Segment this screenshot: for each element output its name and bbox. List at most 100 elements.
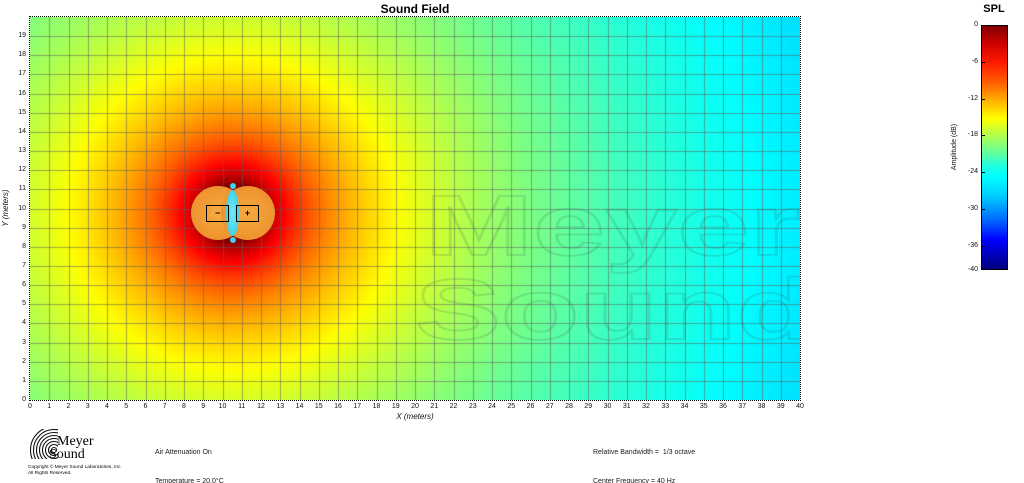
- x-tick-label: 23: [468, 403, 477, 410]
- y-tick-label: 7: [22, 261, 26, 269]
- x-tick-label: 2: [66, 403, 71, 410]
- y-tick-label: 12: [18, 166, 26, 174]
- sound-field-plot: Meyer Sound − +: [30, 17, 800, 400]
- colorbar-tick-label: -40: [967, 266, 978, 273]
- x-tick-label: 19: [391, 403, 400, 410]
- colorbar-tick-label: 0: [974, 21, 978, 28]
- center-frequency-text: Center Frequency = 40 Hz: [593, 477, 676, 483]
- y-tick-label: 8: [22, 242, 26, 250]
- y-tick-label: 17: [18, 70, 26, 78]
- plot-title: Sound Field: [380, 2, 450, 16]
- logo-wordmark-meyer: Meyer: [57, 434, 94, 449]
- meyer-sound-watermark: Meyer Sound: [414, 177, 800, 359]
- cardioid-null-lens: [226, 190, 240, 237]
- y-tick-label: 4: [22, 319, 26, 327]
- x-tick-label: 33: [661, 403, 670, 410]
- x-tick-label: 7: [162, 403, 167, 410]
- x-tick-label: 20: [411, 403, 419, 410]
- y-tick-label: 6: [22, 281, 26, 289]
- colorbar-tick-mark: [981, 25, 985, 26]
- x-tick-label: 25: [507, 403, 516, 410]
- y-tick-label: 10: [18, 204, 26, 212]
- environment-annotations: Air Attenuation On Temperature = 20.0°C …: [155, 429, 239, 483]
- y-tick-label: 16: [18, 89, 26, 97]
- x-tick-label: 11: [238, 403, 246, 410]
- x-tick-label: 4: [105, 403, 109, 410]
- air-attenuation-text: Air Attenuation On: [155, 449, 212, 457]
- x-tick-label: 14: [295, 403, 304, 410]
- x-tick-label: 37: [738, 403, 747, 410]
- x-tick-label: 13: [276, 403, 285, 410]
- colorbar-tick-mark: [981, 172, 985, 173]
- y-tick-label: 1: [22, 376, 26, 384]
- x-tick-label: 0: [28, 403, 32, 410]
- x-tick-label: 28: [565, 403, 573, 410]
- colorbar-tick-mark: [981, 135, 985, 136]
- watermark-line2: Sound: [415, 262, 800, 358]
- colorbar-title: SPL: [983, 3, 1005, 15]
- x-tick-label: 10: [218, 403, 227, 410]
- x-tick-label: 32: [642, 403, 650, 410]
- x-tick-label: 6: [143, 403, 148, 410]
- x-axis-title: X (meters): [396, 412, 434, 421]
- y-tick-label: 2: [22, 357, 26, 365]
- x-tick-label: 36: [719, 403, 727, 410]
- colorbar-tick-mark: [981, 269, 985, 270]
- x-tick-label: 35: [699, 403, 708, 410]
- x-tick-label: 29: [584, 403, 593, 410]
- x-tick-label: 16: [334, 403, 342, 410]
- null-dot-bottom: [229, 237, 236, 244]
- x-tick-label: 21: [430, 403, 439, 410]
- colorbar-tick-mark: [981, 62, 985, 63]
- x-tick-label: 22: [449, 403, 458, 410]
- y-axis-title: Y (meters): [1, 189, 10, 227]
- spl-heatmap-canvas: [30, 17, 800, 400]
- temperature-text: Temperature = 20.0°C: [155, 477, 224, 483]
- y-tick-label: 13: [18, 147, 26, 155]
- y-tick-label: 3: [22, 338, 26, 346]
- x-tick-label: 8: [182, 403, 186, 410]
- frequency-annotations: Relative Bandwidth = 1/3 octave Center F…: [593, 429, 695, 483]
- colorbar-tick-label: -6: [971, 57, 978, 65]
- logo-wordmark-sound: Sound: [49, 447, 85, 462]
- y-tick-label: 19: [18, 32, 26, 40]
- x-tick-label: 31: [622, 403, 631, 410]
- colorbar-tick-mark: [981, 99, 985, 100]
- colorbar-tick-label: -12: [967, 94, 978, 102]
- relative-bandwidth-text: Relative Bandwidth = 1/3 octave: [593, 449, 696, 457]
- x-tick-label: 3: [85, 403, 90, 410]
- x-tick-label: 39: [776, 403, 785, 410]
- y-tick-label: 18: [18, 51, 26, 59]
- y-tick-label: 0: [22, 396, 26, 403]
- x-tick-label: 15: [314, 403, 323, 410]
- x-tick-label: 34: [680, 403, 689, 410]
- colorbar-gradient: [981, 25, 1008, 270]
- colorbar-tick-mark: [981, 246, 985, 247]
- copyright-line-1: Copyright © Meyer Sound Laboratories, In…: [28, 465, 122, 470]
- y-tick-label: 11: [18, 185, 26, 193]
- x-tick-label: 12: [257, 403, 265, 410]
- null-dot-top: [229, 183, 236, 190]
- colorbar-tick-label: -30: [967, 204, 978, 212]
- colorbar-tick-label: -36: [967, 241, 978, 249]
- x-tick-label: 30: [603, 403, 612, 410]
- x-tick-label: 18: [372, 403, 381, 410]
- y-tick-label: 14: [18, 127, 26, 135]
- x-tick-label: 9: [201, 403, 206, 410]
- y-tick-label: 15: [18, 108, 26, 116]
- x-tick-label: 24: [488, 403, 496, 410]
- y-tick-label: 9: [22, 223, 26, 231]
- x-tick-label: 27: [545, 403, 554, 410]
- x-tick-label: 5: [124, 403, 129, 410]
- watermark-line1: Meyer: [425, 178, 800, 274]
- speaker-box-negative: −: [206, 204, 230, 222]
- meyer-sound-logo: Meyer Sound Copyright © Meyer Sound Labo…: [28, 425, 148, 479]
- speaker-box-positive: +: [236, 204, 260, 222]
- x-tick-label: 38: [757, 403, 766, 410]
- colorbar-axis-label: Amplitude (dB): [951, 123, 958, 171]
- colorbar-tick-label: -24: [967, 168, 978, 175]
- colorbar-tick-label: -18: [967, 131, 978, 139]
- x-tick-label: 26: [526, 403, 535, 410]
- x-tick-label: 1: [47, 403, 52, 410]
